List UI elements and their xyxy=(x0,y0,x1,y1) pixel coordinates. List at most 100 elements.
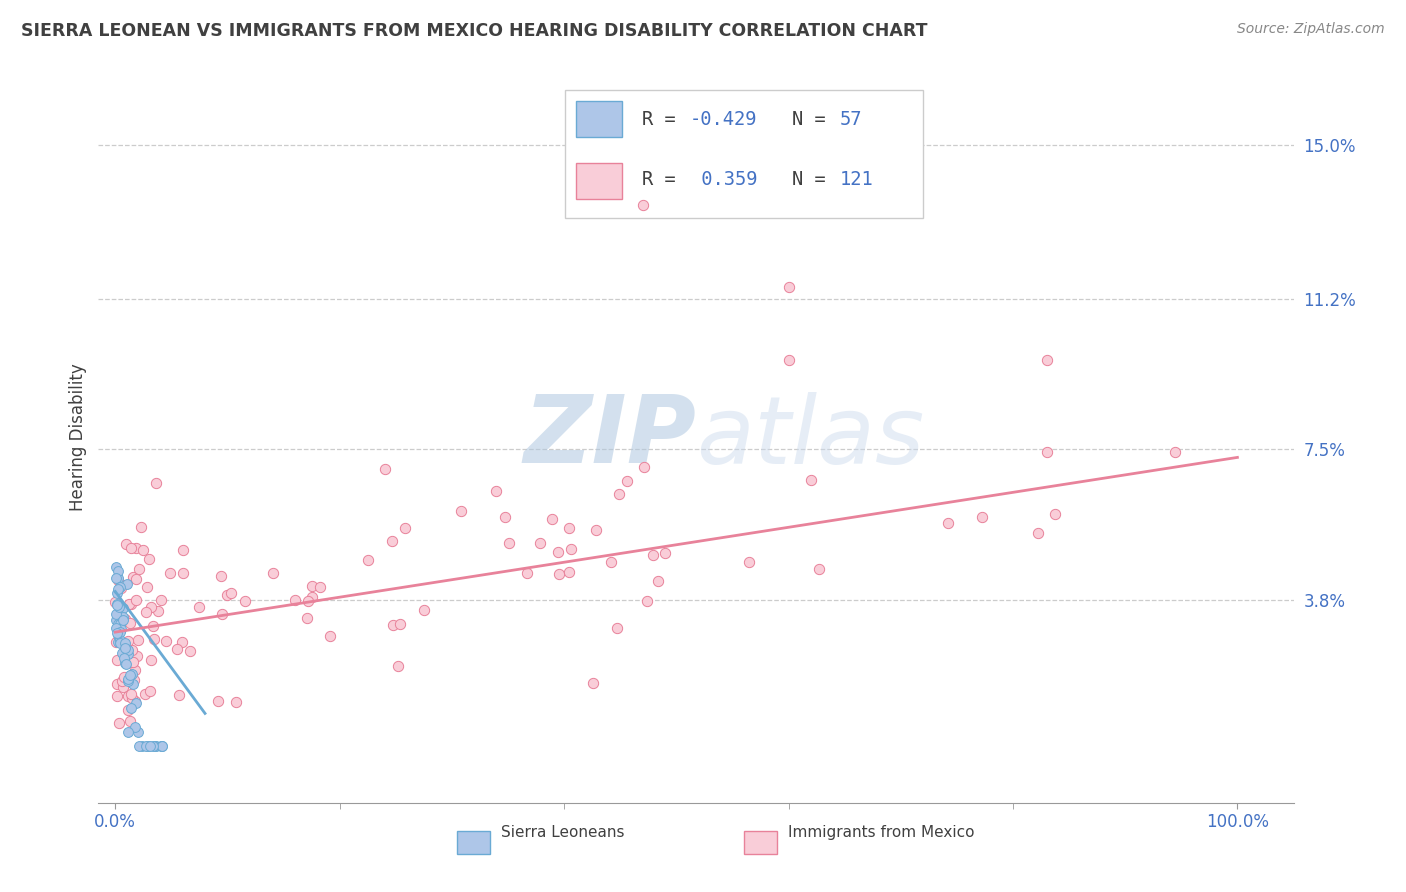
Point xyxy=(498,535,520,549)
Point xyxy=(108,625,131,640)
Point xyxy=(127,632,149,647)
Point xyxy=(120,714,142,728)
Point xyxy=(114,612,136,626)
Point xyxy=(1043,507,1066,521)
Point xyxy=(167,688,190,702)
Point xyxy=(112,670,135,684)
Point xyxy=(112,610,135,624)
Point xyxy=(108,715,131,730)
Text: atlas: atlas xyxy=(696,392,924,483)
Y-axis label: Hearing Disability: Hearing Disability xyxy=(69,363,87,511)
Point xyxy=(107,628,129,642)
Point xyxy=(541,512,564,526)
Point xyxy=(112,638,135,652)
Text: Source: ZipAtlas.com: Source: ZipAtlas.com xyxy=(1237,22,1385,37)
Point xyxy=(128,561,150,575)
Point xyxy=(582,676,605,690)
Point xyxy=(297,594,319,608)
Point xyxy=(115,657,138,672)
Point xyxy=(117,672,139,686)
Point xyxy=(633,459,655,474)
Point xyxy=(117,647,139,661)
Point xyxy=(124,720,146,734)
Point xyxy=(107,635,129,649)
Point xyxy=(394,521,416,535)
Point xyxy=(104,634,127,648)
Point xyxy=(111,680,134,694)
Point xyxy=(357,553,380,567)
FancyBboxPatch shape xyxy=(744,830,778,854)
Point xyxy=(108,636,131,650)
Point xyxy=(209,569,232,583)
Point xyxy=(301,579,323,593)
Point xyxy=(110,580,132,594)
Point xyxy=(111,578,134,592)
Point xyxy=(124,694,146,708)
Point xyxy=(936,516,959,530)
Point xyxy=(117,703,139,717)
Point xyxy=(121,655,143,669)
Point xyxy=(120,615,142,630)
Point xyxy=(110,623,132,637)
Point xyxy=(450,504,472,518)
Point xyxy=(219,585,242,599)
Point xyxy=(301,590,323,604)
Point xyxy=(117,577,139,591)
Point xyxy=(387,659,409,673)
Point xyxy=(122,673,145,687)
Point xyxy=(616,474,638,488)
Text: N =: N = xyxy=(792,110,837,129)
Point xyxy=(110,581,132,595)
Point xyxy=(117,647,139,661)
FancyBboxPatch shape xyxy=(576,163,621,200)
Point xyxy=(516,566,538,580)
Point xyxy=(127,725,149,739)
Text: 0.359: 0.359 xyxy=(690,170,758,189)
Text: N =: N = xyxy=(792,170,837,189)
FancyBboxPatch shape xyxy=(565,89,922,218)
Point xyxy=(150,739,173,753)
Point xyxy=(111,673,134,688)
Point xyxy=(309,581,332,595)
Point xyxy=(152,739,174,753)
Point xyxy=(118,668,141,682)
Point xyxy=(1164,445,1187,459)
Point xyxy=(172,566,194,580)
Point xyxy=(1026,525,1049,540)
Point xyxy=(381,534,404,549)
FancyBboxPatch shape xyxy=(576,101,621,137)
Point xyxy=(110,646,132,660)
Point xyxy=(141,599,163,614)
Point xyxy=(382,618,405,632)
Point xyxy=(125,572,148,586)
Point xyxy=(211,607,233,621)
Point xyxy=(143,632,166,646)
Point xyxy=(117,673,139,688)
Point xyxy=(654,546,676,560)
Point xyxy=(117,633,139,648)
Text: R =: R = xyxy=(643,170,688,189)
Point xyxy=(737,555,759,569)
Point xyxy=(120,701,142,715)
Point xyxy=(139,683,162,698)
Point xyxy=(114,537,136,551)
Point xyxy=(641,548,664,562)
Point xyxy=(188,599,211,614)
Point xyxy=(114,656,136,670)
Text: 57: 57 xyxy=(839,110,862,129)
Point xyxy=(606,621,628,635)
Point xyxy=(105,598,128,612)
Point xyxy=(145,739,167,753)
Point xyxy=(120,597,142,611)
Point xyxy=(155,634,177,648)
Text: Immigrants from Mexico: Immigrants from Mexico xyxy=(787,824,974,839)
Point xyxy=(125,696,148,710)
Point xyxy=(108,600,131,615)
Point xyxy=(159,566,181,581)
Point xyxy=(132,543,155,558)
Point xyxy=(262,566,284,580)
Point xyxy=(107,564,129,578)
Point xyxy=(107,573,129,587)
Point xyxy=(139,653,162,667)
Point xyxy=(131,739,153,753)
